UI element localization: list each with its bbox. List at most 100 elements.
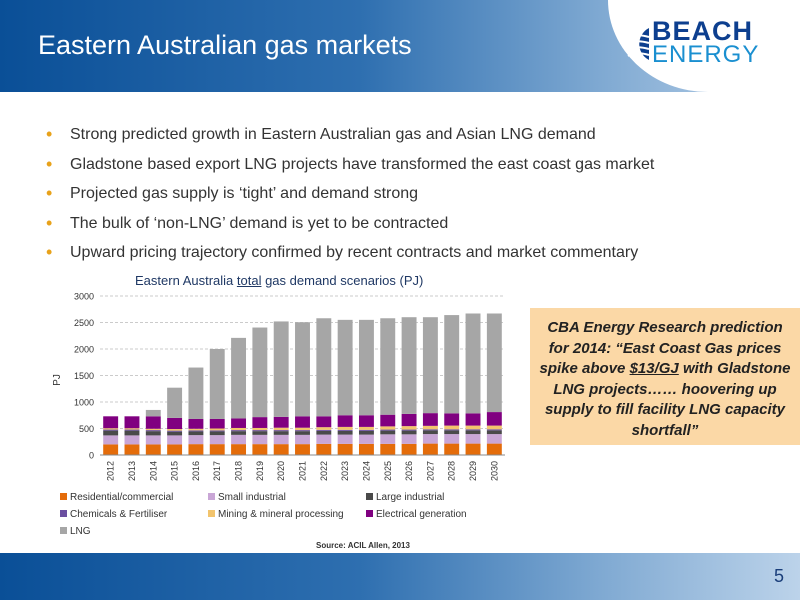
x-tick-label: 2018 [234,461,244,481]
chart-title-end: gas demand scenarios (PJ) [261,273,424,288]
bar-segment [358,430,374,435]
bar-segment [231,434,247,445]
bar-segment [145,428,161,431]
bar-segment [444,443,460,455]
x-tick-label: 2016 [191,461,201,481]
bar-segment [188,428,204,431]
bar-segment [231,337,247,419]
y-axis-label: PJ [52,374,63,386]
bar-segment [422,430,438,435]
bar-segment [358,434,374,444]
legend-item: Small industrial [208,492,286,503]
legend-label: Small industrial [218,492,286,503]
bar-segment [422,434,438,444]
bar-segment [231,431,247,435]
bar-segment [486,430,502,435]
bar-segment [295,444,310,455]
legend-label: LNG [70,526,91,537]
bar-segment [273,427,289,431]
bar-segment [380,426,396,430]
bar-segment [188,367,204,419]
bar-segment [401,317,417,414]
bar-segment [358,319,374,416]
bar-segment [401,430,417,435]
source-note: Source: ACIL Allen, 2013 [316,541,410,550]
bar-segment [124,428,140,430]
legend-item: Mining & mineral processing [208,509,344,520]
bar-segment [273,444,289,455]
bar-segment [124,435,140,445]
bar-segment [231,430,247,432]
bullet-item: Projected gas supply is ‘tight’ and dema… [46,182,654,213]
bar-segment [358,443,374,455]
chart-title-start: Eastern Australia [135,273,237,288]
bar-segment [444,429,460,431]
slide-title: Eastern Australian gas markets [38,30,412,60]
bullet-item: The bulk of ‘non-LNG’ demand is yet to b… [46,212,654,243]
bar-segment [422,429,438,431]
demand-chart: 0 500 1000 1500 2000 2500 3000 2012 2013 2014 2015… [52,292,505,481]
bar-segment [252,430,268,432]
bar-segment [422,425,438,430]
bar-segment [380,414,396,427]
bar-segment [444,434,460,444]
legend-swatch [366,493,373,500]
y-tick-label: 1500 [74,371,94,381]
bullet-item: Upward pricing trajectory confirmed by r… [46,241,654,272]
bar-segment [252,327,268,418]
bar-segment [209,428,225,431]
bar-segment [316,318,332,417]
bar-segment [252,427,268,431]
bar-segment [145,416,161,429]
bar-segment [465,313,481,414]
bar-segment [465,443,481,455]
bar-segment [316,416,332,428]
bar-segment [167,431,183,436]
analyst-quote-box: CBA Energy Research prediction for 2014:… [530,308,800,445]
bar-segment [295,416,310,428]
bar-segment [401,413,417,427]
bar-segment [486,313,502,413]
bar-segment [486,434,502,444]
legend-swatch [60,527,67,534]
legend-swatch [208,510,215,517]
bar-segment [145,409,161,417]
bar-segment [337,430,353,435]
footer-bar [0,553,800,600]
logo-wordmark-energy: ENERGY [652,41,760,68]
bar-segment [145,430,161,432]
bar-segment [273,321,289,417]
bar-segment [295,434,310,445]
x-tick-label: 2015 [170,461,180,481]
bar-segment [380,434,396,444]
x-tick-label: 2029 [468,461,478,481]
bar-segment [337,415,353,427]
bar-segment [252,417,268,428]
legend-swatch [208,493,215,500]
x-tick-label: 2012 [106,461,116,481]
y-tick-label: 2500 [74,318,94,328]
bar-segment [444,413,460,426]
bar-segment [103,429,119,431]
bar-segment [295,431,310,435]
y-tick-label: 3000 [74,292,94,302]
bar-segment [380,318,396,415]
bar-segment [231,427,247,431]
legend-label: Electrical generation [376,509,467,520]
bar-segment [337,426,353,430]
bar-segment [380,429,396,431]
bar-segment [209,418,225,429]
bar-segment [401,443,417,455]
chart-title: Eastern Australia total gas demand scena… [135,273,423,288]
bar-segment [444,425,460,430]
chart-title-emphasis: total [236,273,262,288]
bar-segment [337,443,353,455]
bar-segment [188,435,204,445]
bar-segment [167,430,183,432]
bar-segment [188,431,204,436]
bar-segment [252,431,268,435]
bar-segment [337,434,353,444]
bar-segment [273,434,289,445]
x-tick-label: 2013 [127,461,137,481]
legend-label: Chemicals & Fertiliser [70,509,168,520]
